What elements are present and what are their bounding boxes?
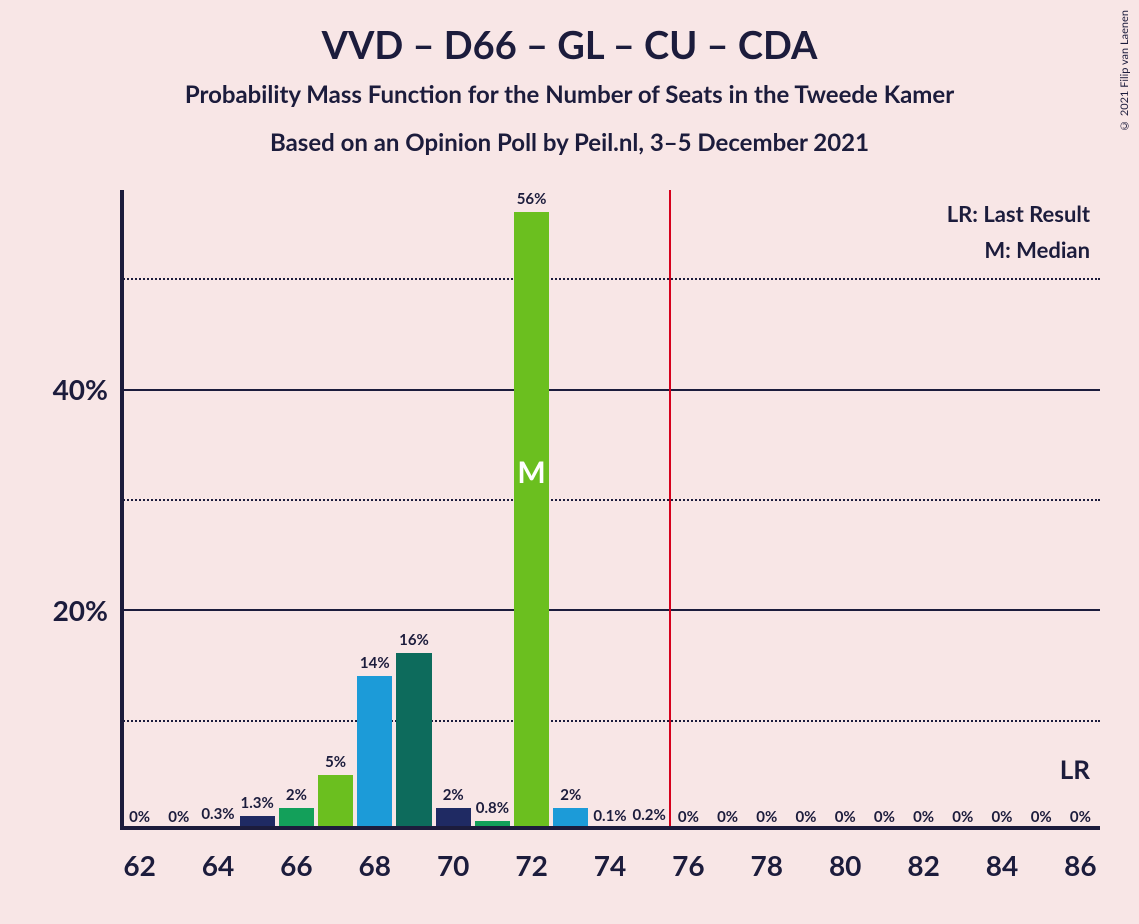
x-axis bbox=[120, 826, 1100, 830]
bar-label: 0% bbox=[708, 808, 747, 826]
chart-container: VVD – D66 – GL – CU – CDA Probability Ma… bbox=[0, 0, 1139, 924]
bar-label: 0% bbox=[943, 808, 982, 826]
bar-label: 5% bbox=[316, 753, 355, 771]
bar-label: 0.2% bbox=[630, 806, 669, 824]
bar-label: 1.3% bbox=[238, 794, 277, 812]
chart-subtitle-2: Based on an Opinion Poll by Peil.nl, 3–5… bbox=[0, 128, 1139, 157]
bar-label: 0% bbox=[120, 808, 159, 826]
bar-label: 0% bbox=[1061, 808, 1100, 826]
copyright-text: © 2021 Filip van Laenen bbox=[1118, 10, 1131, 132]
median-marker: M bbox=[514, 454, 549, 490]
bar-label: 0% bbox=[747, 808, 786, 826]
legend-last-result: LR: Last Result bbox=[947, 200, 1090, 227]
gridline-major bbox=[120, 609, 1100, 611]
x-axis-label: 86 bbox=[1040, 848, 1120, 882]
y-axis bbox=[120, 190, 124, 830]
x-axis-label: 82 bbox=[884, 848, 964, 882]
bar-label: 2% bbox=[434, 786, 473, 804]
bar-label: 0.3% bbox=[198, 805, 237, 823]
bar-label: 56% bbox=[512, 190, 551, 208]
gridline-minor bbox=[120, 499, 1100, 501]
bar bbox=[396, 653, 431, 830]
bar-label: 0% bbox=[1022, 808, 1061, 826]
last-result-line bbox=[669, 190, 671, 830]
bar-label: 0% bbox=[826, 808, 865, 826]
bar-label: 2% bbox=[551, 786, 590, 804]
bar bbox=[357, 676, 392, 830]
bar-label: 2% bbox=[277, 786, 316, 804]
bar-label: 0% bbox=[982, 808, 1021, 826]
y-axis-label: 40% bbox=[53, 372, 108, 406]
legend-median: M: Median bbox=[984, 236, 1090, 263]
bar-label: 0% bbox=[865, 808, 904, 826]
x-axis-label: 64 bbox=[178, 848, 258, 882]
x-axis-label: 70 bbox=[413, 848, 493, 882]
x-axis-label: 80 bbox=[805, 848, 885, 882]
x-axis-label: 66 bbox=[256, 848, 336, 882]
gridline-major bbox=[120, 389, 1100, 391]
x-axis-label: 76 bbox=[648, 848, 728, 882]
bar-label: 0.8% bbox=[473, 799, 512, 817]
chart-title: VVD – D66 – GL – CU – CDA bbox=[0, 22, 1139, 68]
x-axis-label: 74 bbox=[570, 848, 650, 882]
x-axis-label: 68 bbox=[335, 848, 415, 882]
last-result-label: LR bbox=[1060, 753, 1090, 785]
bar-label: 14% bbox=[355, 654, 394, 672]
x-axis-label: 78 bbox=[727, 848, 807, 882]
bar bbox=[318, 775, 353, 830]
y-axis-label: 20% bbox=[53, 593, 108, 627]
bar-label: 0% bbox=[904, 808, 943, 826]
chart-subtitle-1: Probability Mass Function for the Number… bbox=[0, 80, 1139, 109]
x-axis-label: 84 bbox=[962, 848, 1042, 882]
gridline-minor bbox=[120, 278, 1100, 280]
x-axis-label: 62 bbox=[100, 848, 180, 882]
x-axis-label: 72 bbox=[492, 848, 572, 882]
bar-label: 0% bbox=[786, 808, 825, 826]
bar bbox=[514, 212, 549, 830]
bar-label: 0% bbox=[159, 808, 198, 826]
gridline-minor bbox=[120, 720, 1100, 722]
bar-label: 16% bbox=[394, 631, 433, 649]
bar-label: 0% bbox=[669, 808, 708, 826]
plot-area: 0%0%0.3%1.3%2%5%14%16%2%0.8%56%M2%0.1%0.… bbox=[120, 190, 1100, 830]
bar-label: 0.1% bbox=[590, 807, 629, 825]
